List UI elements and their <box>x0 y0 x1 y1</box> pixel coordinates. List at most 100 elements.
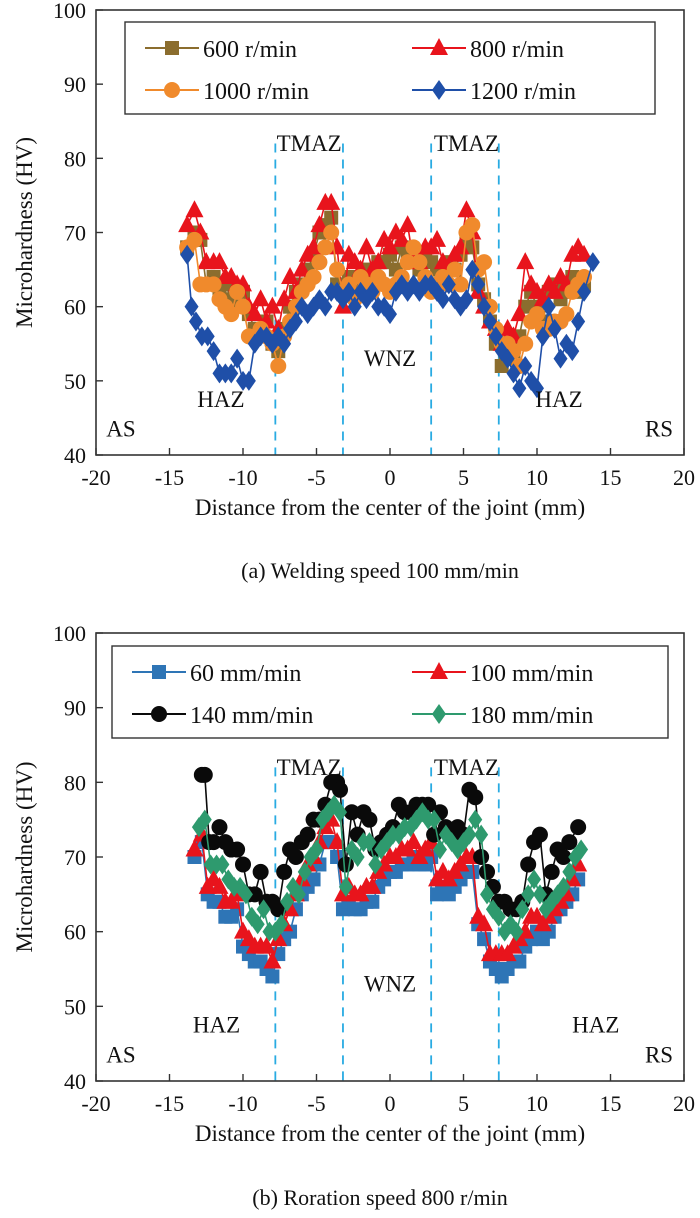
y-axis-ticks: 40 50 60 70 80 90 100 <box>53 621 103 1094</box>
data-point <box>541 296 556 317</box>
data-point <box>558 306 575 323</box>
data-point <box>482 311 497 332</box>
y-tick-label: 60 <box>64 920 86 945</box>
data-point <box>571 311 586 332</box>
data-point <box>365 894 380 909</box>
data-point <box>281 267 300 284</box>
data-point <box>555 849 572 865</box>
data-point <box>343 804 360 821</box>
legend-entry: 1000 r/min <box>145 79 309 105</box>
data-point <box>270 901 287 918</box>
zone-label-as: AS <box>106 416 135 441</box>
data-point <box>399 254 416 271</box>
data-point <box>392 229 411 247</box>
data-point <box>531 826 548 843</box>
data-point <box>565 341 580 362</box>
data-point <box>476 254 493 271</box>
data-point <box>338 876 353 897</box>
data-point <box>477 932 492 947</box>
data-point <box>570 819 587 836</box>
data-point <box>575 244 594 262</box>
data-point <box>428 229 447 247</box>
data-point <box>452 276 469 293</box>
legend-entry: 140 mm/min <box>132 703 313 729</box>
y-tick-label: 90 <box>64 72 86 97</box>
legend-marker <box>432 704 446 724</box>
data-point <box>197 809 212 830</box>
y-tick-label: 40 <box>64 1069 86 1094</box>
chart-b: -20 -15 -10 -5 0 5 10 15 20 40 50 60 70 80 90 100 TMAZ… <box>12 621 695 1210</box>
y-tick-label: 80 <box>64 770 86 795</box>
y-tick-label: 70 <box>64 221 86 246</box>
data-point <box>553 348 568 369</box>
legend-marker <box>165 41 179 55</box>
data-point <box>200 326 215 347</box>
data-point <box>543 863 560 880</box>
data-point <box>229 841 246 858</box>
data-point <box>280 891 295 912</box>
data-point <box>292 869 311 887</box>
data-point <box>405 239 422 256</box>
chart-caption: (a) Welding speed 100 mm/min <box>241 558 519 583</box>
data-point <box>468 809 483 830</box>
data-point <box>435 289 450 310</box>
x-tick-label: 20 <box>673 1091 695 1116</box>
x-tick-label: -15 <box>155 1091 184 1116</box>
data-point <box>563 869 582 887</box>
zone-label-wnz: WNZ <box>364 971 416 996</box>
data-point <box>432 839 447 860</box>
y-tick-label: 70 <box>64 845 86 870</box>
data-point <box>556 876 571 897</box>
data-point <box>488 326 503 347</box>
data-point <box>363 876 382 894</box>
data-point <box>257 936 276 954</box>
data-point <box>500 348 515 369</box>
legend: 60 mm/min 100 mm/min 140 mm/min 180 mm/min <box>111 645 669 739</box>
data-point <box>229 283 246 300</box>
legend-label: 180 mm/min <box>470 703 593 729</box>
y-axis-ticks: 40 50 60 70 80 90 100 <box>53 0 103 468</box>
data-point <box>245 304 264 322</box>
data-point <box>464 217 481 234</box>
x-tick-label: -15 <box>155 465 184 490</box>
data-point <box>265 969 280 984</box>
data-point <box>250 914 265 935</box>
data-point <box>238 884 253 905</box>
x-tick-label: 15 <box>600 465 622 490</box>
y-tick-label: 90 <box>64 696 86 721</box>
zone-label-haz: HAZ <box>572 1012 619 1037</box>
data-point <box>322 192 341 210</box>
x-tick-label: 0 <box>385 465 396 490</box>
data-point <box>297 861 312 882</box>
data-point <box>518 356 533 376</box>
data-point <box>515 899 530 920</box>
x-tick-label: 15 <box>600 1091 622 1116</box>
data-point <box>185 200 204 218</box>
data-point <box>465 259 480 280</box>
x-tick-label: 10 <box>526 465 548 490</box>
data-point <box>510 304 529 322</box>
legend-label: 1000 r/min <box>203 79 309 105</box>
legend-box <box>124 21 656 115</box>
data-point <box>561 834 578 851</box>
data-point <box>362 832 377 853</box>
data-point <box>465 864 480 879</box>
data-point <box>517 335 534 352</box>
data-point <box>333 802 348 823</box>
series-layer <box>185 766 589 984</box>
legend-entry: 800 r/min <box>412 37 564 63</box>
y-tick-label: 60 <box>64 295 86 320</box>
chart-a: -20 -15 -10 -5 0 5 10 15 20 40 50 60 70 80 90 100 TMAZ… <box>12 0 695 583</box>
legend-marker <box>430 38 448 55</box>
x-axis-title: Distance from the center of the joint (m… <box>195 1121 585 1146</box>
data-point <box>480 884 495 905</box>
data-point <box>527 869 542 890</box>
data-point <box>521 884 536 905</box>
legend: 600 r/min 800 r/min 1000 r/min 1200 r/min <box>124 21 656 115</box>
data-point <box>350 847 365 867</box>
data-point <box>247 333 262 354</box>
data-point <box>210 876 229 894</box>
legend-box <box>111 645 669 739</box>
data-point <box>357 237 376 255</box>
